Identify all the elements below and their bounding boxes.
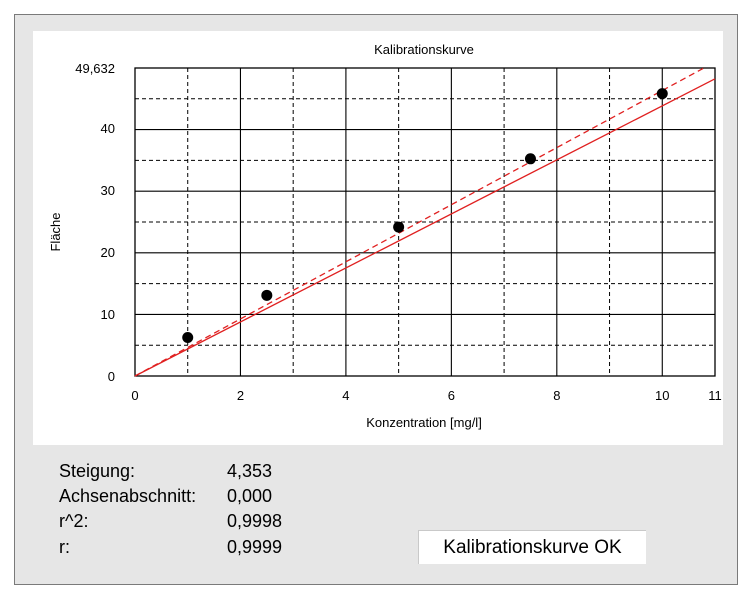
x-tick-label: 8 [553,388,560,403]
y-tick-label: 40 [101,121,115,136]
x-tick-label: 11 [708,388,722,403]
y-axis-label: Fläche [48,212,63,251]
data-point [656,88,668,100]
x-axis-label: Konzentration [mg/l] [366,415,482,430]
calibration-status-box: Kalibrationskurve OK [418,530,646,564]
stat-value-slope: 4,353 [227,461,273,481]
chart-title: Kalibrationskurve [374,42,474,57]
regression-line [134,78,716,377]
stat-label-r: r: [59,537,70,557]
confidence-line-dashed [134,67,705,377]
stat-label-slope: Steigung: [59,461,136,481]
y-tick-label: 30 [101,183,115,198]
x-tick-label: 4 [342,388,349,403]
data-point [393,221,405,233]
x-tick-label: 0 [131,388,138,403]
x-tick-label: 6 [448,388,455,403]
x-tick-label: 2 [237,388,244,403]
x-tick-label: 10 [655,388,669,403]
plot-layer: 0 2 4 6 8 10 11 0 10 20 30 40 49,632 [75,61,722,403]
stat-label-intercept: Achsenabschnitt: [59,486,197,506]
data-point [182,332,194,344]
y-tick-label: 49,632 [75,61,115,76]
calibration-chart: Kalibrationskurve Konzentration [mg/l] F… [48,42,722,430]
y-tick-label: 0 [108,369,115,384]
data-point [261,289,273,301]
y-tick-label: 20 [101,245,115,260]
chart-area: Kalibrationskurve Konzentration [mg/l] F… [33,31,723,445]
stat-value-r-squared: 0,9998 [227,511,283,531]
stat-value-intercept: 0,000 [227,486,273,506]
y-tick-label: 10 [101,307,115,322]
data-point [524,153,536,165]
stat-label-r-squared: r^2: [59,511,89,531]
stat-value-r: 0,9999 [227,537,283,557]
